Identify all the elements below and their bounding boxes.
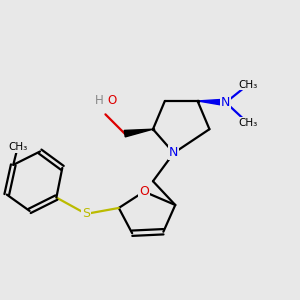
Text: CH₃: CH₃ xyxy=(238,118,258,128)
Text: O: O xyxy=(139,185,149,198)
Polygon shape xyxy=(198,99,226,106)
Text: CH₃: CH₃ xyxy=(8,142,27,152)
Text: N: N xyxy=(221,96,230,109)
Text: N: N xyxy=(169,146,178,160)
Polygon shape xyxy=(124,129,153,137)
Text: S: S xyxy=(82,207,90,220)
Text: H: H xyxy=(95,94,104,106)
Text: CH₃: CH₃ xyxy=(238,80,258,90)
Text: O: O xyxy=(107,94,116,106)
